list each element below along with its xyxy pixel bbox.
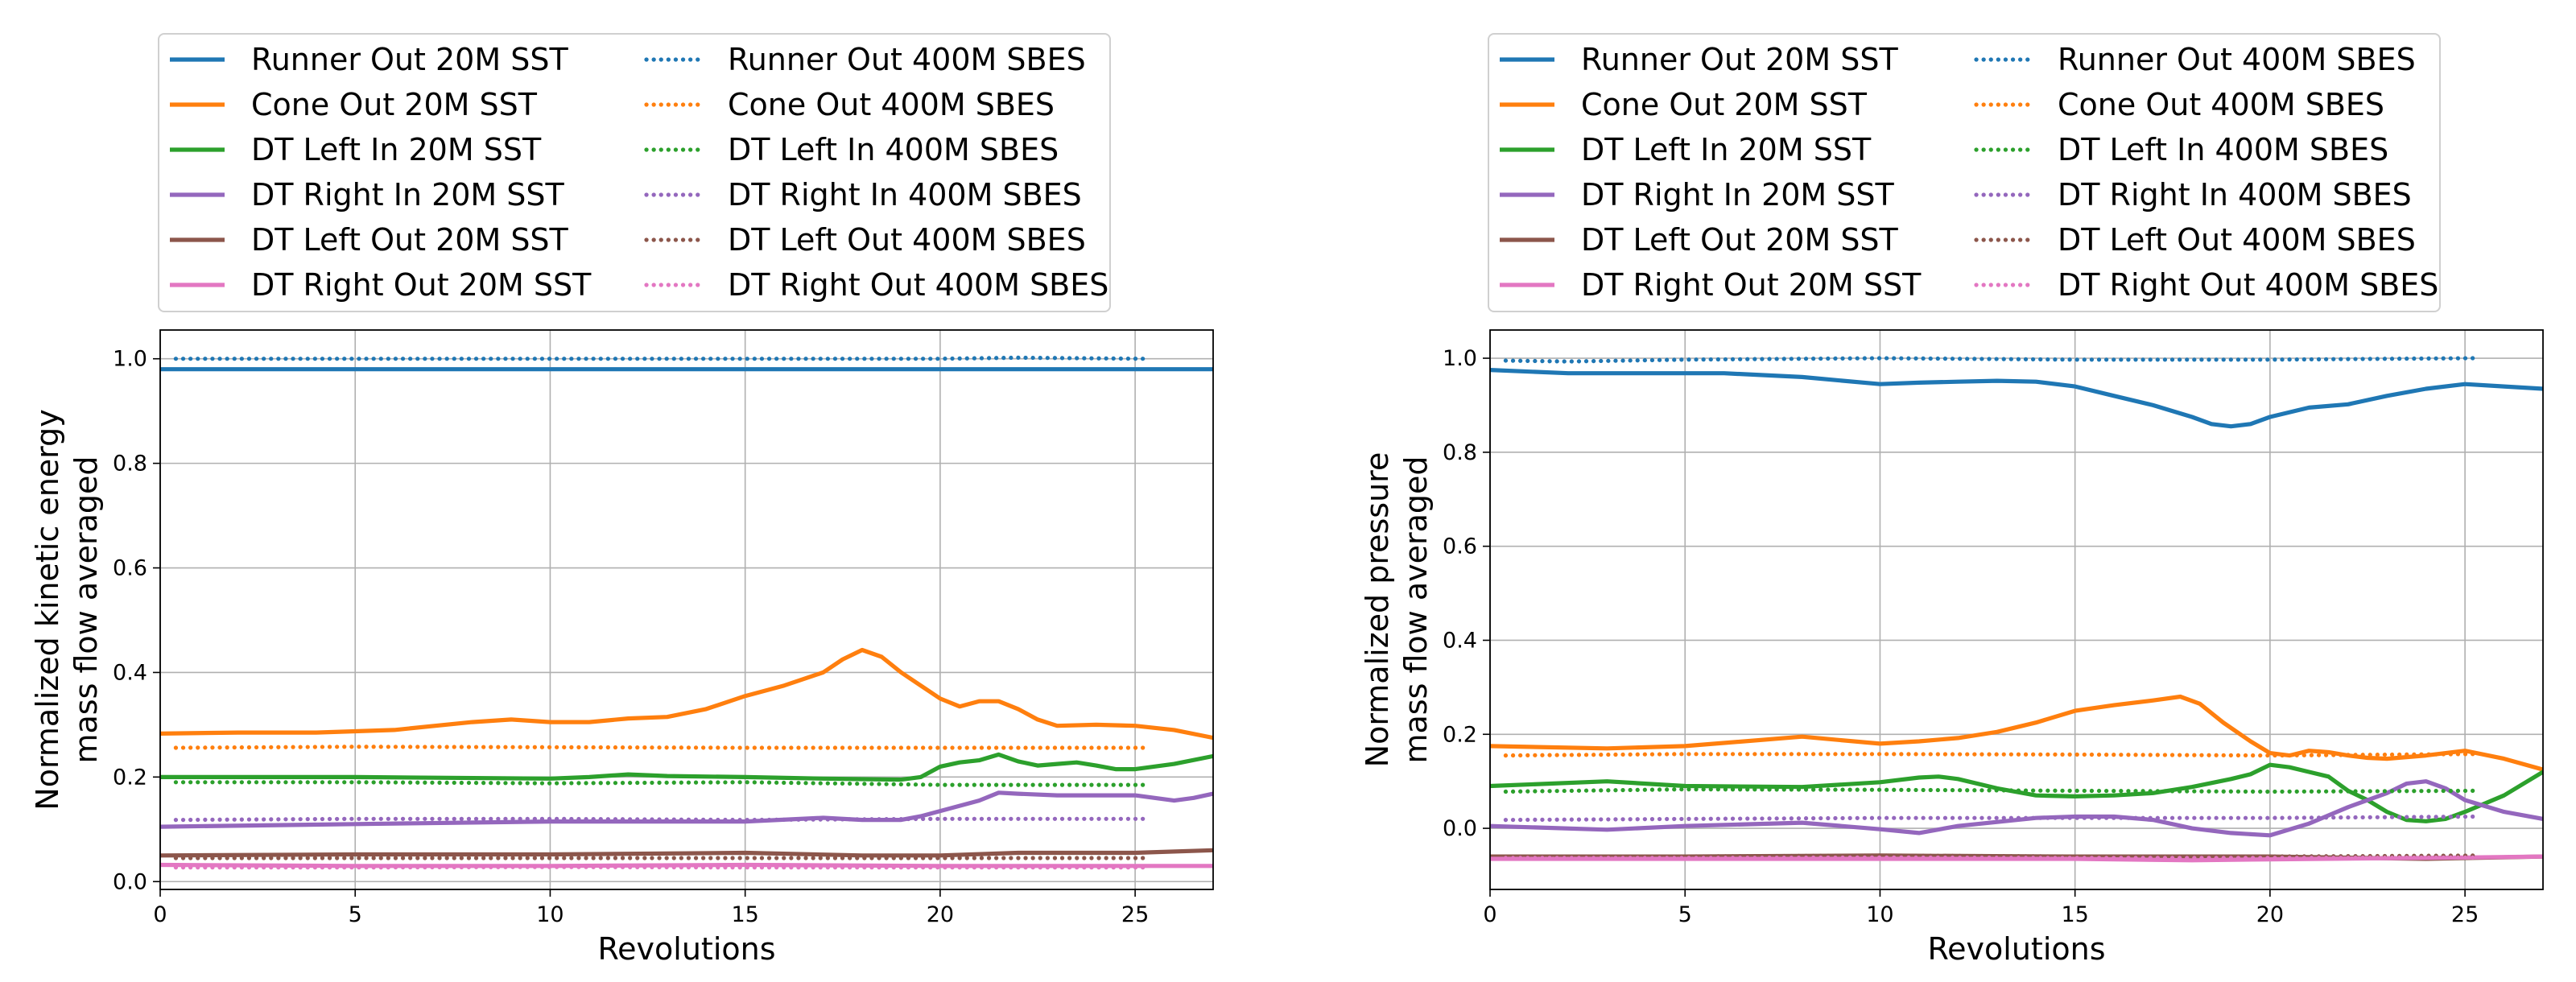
series-line-dt-right-out-400m-sbes [1503, 855, 2475, 860]
y-tick-label: 0.6 [1443, 534, 1477, 559]
series-line-dt-left-in-20m-sst [160, 752, 1213, 782]
y-tick-label: 0.2 [113, 765, 147, 790]
y-tick-label: 1.0 [113, 347, 147, 372]
legend-label-dt-right-in-400m-sbes: DT Right In 400M SBES [2058, 177, 2412, 212]
y-tick-label: 0.4 [1443, 628, 1477, 653]
series-group [1490, 356, 2543, 863]
legend-label-cone-out-400m-sbes: Cone Out 400M SBES [2058, 87, 2384, 122]
y-axis-title-line: mass flow averaged [68, 456, 104, 763]
legend-label-dt-right-in-20m-sst: DT Right In 20M SST [251, 177, 565, 212]
y-axis-title: Normalized pressure mass flow averaged [1360, 452, 1434, 768]
y-tick-label: 1.0 [1443, 346, 1477, 371]
series-line-dt-left-in-400m-sbes [173, 780, 1146, 787]
legend-label-cone-out-20m-sst: Cone Out 20M SST [1581, 87, 1868, 122]
axes-frame [159, 329, 1214, 890]
chart-panel-1: 0 5 10 15 20 25 0.0 0.2 0.4 0.6 0.8 1.0 Revolutions N… [30, 33, 1214, 967]
series-line-dt-right-in-20m-sst [160, 790, 1213, 829]
x-tick-label: 5 [349, 902, 362, 927]
legend-label-cone-out-400m-sbes: Cone Out 400M SBES [728, 87, 1055, 122]
x-tick-label: 20 [927, 902, 954, 927]
y-tick-label: 0.8 [1443, 440, 1477, 465]
y-axis-title: Normalized kinetic energy mass flow avera… [30, 409, 104, 810]
legend-frame [1488, 33, 2441, 312]
series-line-dt-right-out-400m-sbes [173, 864, 1146, 870]
x-tick-label: 15 [2061, 902, 2088, 927]
x-tick-label: 25 [1121, 902, 1149, 927]
y-tick-label: 0.2 [1443, 722, 1477, 747]
legend: Runner Out 20M SST Cone Out 20M SST DT Lef… [1488, 33, 2441, 312]
legend-label-dt-right-out-20m-sst: DT Right Out 20M SST [1581, 267, 1922, 303]
legend-frame [158, 33, 1111, 312]
legend-label-dt-right-out-400m-sbes: DT Right Out 400M SBES [728, 267, 1108, 303]
series-line-cone-out-20m-sst [1490, 694, 2543, 772]
y-tick-label: 0.8 [113, 452, 147, 477]
x-tick-label: 25 [2451, 902, 2479, 927]
y-tick-label: 0.6 [113, 556, 147, 581]
legend-label-cone-out-20m-sst: Cone Out 20M SST [251, 87, 538, 122]
chart-panel-2: 0 5 10 15 20 25 0.0 0.2 0.4 0.6 0.8 1.0 Revolutions N… [1360, 33, 2544, 967]
legend-label-dt-right-out-20m-sst: DT Right Out 20M SST [251, 267, 592, 303]
x-tick-label: 0 [153, 902, 167, 927]
legend-label-dt-right-out-400m-sbes: DT Right Out 400M SBES [2058, 267, 2438, 303]
x-tick-label: 10 [536, 902, 564, 927]
series-line-cone-out-400m-sbes [1503, 752, 2475, 758]
x-tick-label: 5 [1678, 902, 1692, 927]
legend-label-dt-left-out-20m-sst: DT Left Out 20M SST [251, 222, 569, 258]
x-axis-title: Revolutions [597, 931, 775, 967]
series-line-runner-out-20m-sst [1490, 368, 2543, 429]
series-line-dt-left-in-400m-sbes [1503, 786, 2475, 794]
x-tick-label: 0 [1483, 902, 1496, 927]
series-line-cone-out-20m-sst [160, 647, 1213, 741]
legend-label-runner-out-20m-sst: Runner Out 20M SST [251, 42, 568, 77]
series-line-dt-right-in-400m-sbes [1503, 814, 2475, 823]
y-axis-title-line: mass flow averaged [1398, 456, 1434, 763]
x-tick-label: 10 [1866, 902, 1893, 927]
legend-label-runner-out-400m-sbes: Runner Out 400M SBES [728, 42, 1086, 77]
y-tick-label: 0.0 [1443, 816, 1477, 841]
series-group [160, 355, 1213, 870]
series-line-dt-left-in-20m-sst [1490, 762, 2543, 823]
legend-label-dt-left-in-400m-sbes: DT Left In 400M SBES [728, 132, 1059, 167]
y-tick-label: 0.4 [113, 660, 147, 685]
legend-label-dt-left-in-400m-sbes: DT Left In 400M SBES [2058, 132, 2388, 167]
series-line-dt-left-out-20m-sst [160, 848, 1213, 858]
legend: Runner Out 20M SST Cone Out 20M SST DT Lef… [158, 33, 1111, 312]
legend-label-dt-right-in-20m-sst: DT Right In 20M SST [1581, 177, 1895, 212]
y-axis-title-line: Normalized pressure [1360, 452, 1395, 768]
axes-frame [1489, 329, 2544, 890]
legend-label-dt-left-in-20m-sst: DT Left In 20M SST [251, 132, 542, 167]
legend-label-dt-left-out-400m-sbes: DT Left Out 400M SBES [2058, 222, 2416, 258]
series-line-dt-right-in-20m-sst [1490, 779, 2543, 838]
y-axis-title-line: Normalized kinetic energy [30, 409, 65, 810]
legend-label-runner-out-400m-sbes: Runner Out 400M SBES [2058, 42, 2416, 77]
plot-area [1490, 330, 2543, 889]
legend-label-dt-left-out-20m-sst: DT Left Out 20M SST [1581, 222, 1899, 258]
x-tick-label: 15 [731, 902, 758, 927]
series-line-cone-out-400m-sbes [173, 745, 1146, 750]
series-line-runner-out-400m-sbes [1503, 356, 2475, 364]
legend-label-dt-left-out-400m-sbes: DT Left Out 400M SBES [728, 222, 1086, 258]
y-tick-label: 0.0 [113, 869, 147, 894]
legend-label-dt-right-in-400m-sbes: DT Right In 400M SBES [728, 177, 1082, 212]
legend-label-dt-left-in-20m-sst: DT Left In 20M SST [1581, 132, 1872, 167]
series-line-runner-out-400m-sbes [173, 355, 1146, 361]
plot-area [160, 330, 1213, 889]
x-tick-label: 20 [2256, 902, 2284, 927]
legend-label-runner-out-20m-sst: Runner Out 20M SST [1581, 42, 1898, 77]
x-axis-title: Revolutions [1927, 931, 2105, 967]
